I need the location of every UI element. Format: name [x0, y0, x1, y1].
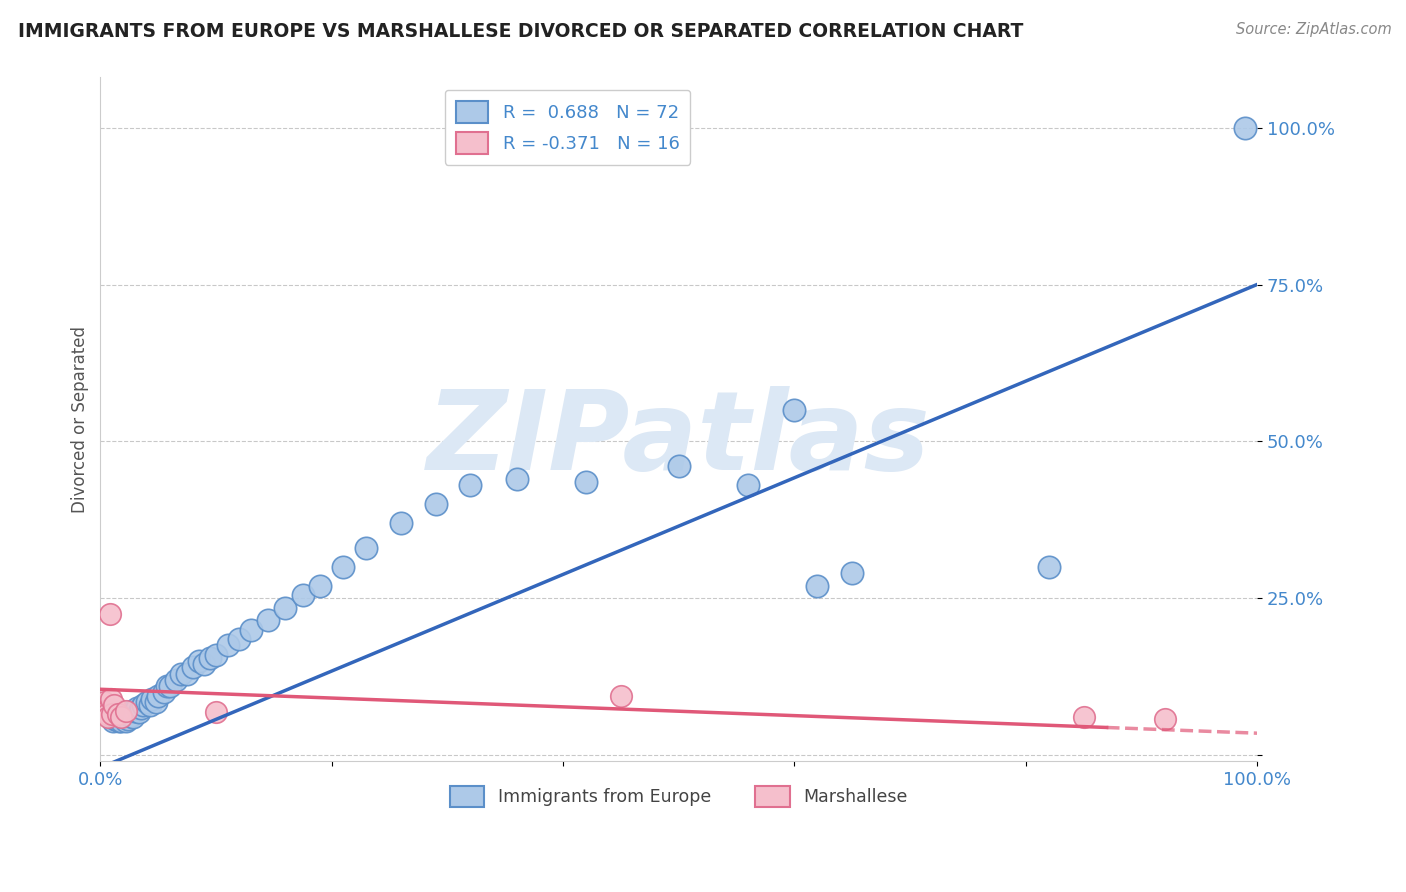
Point — [101, 703, 124, 717]
Point — [114, 707, 136, 722]
Point — [309, 579, 332, 593]
Point — [1234, 120, 1257, 135]
Point — [1153, 712, 1175, 726]
Point — [176, 666, 198, 681]
Point — [108, 712, 131, 726]
Point — [101, 707, 124, 722]
Point — [100, 710, 122, 724]
Point — [129, 701, 152, 715]
Point — [200, 651, 222, 665]
Point — [239, 623, 262, 637]
Point — [117, 712, 139, 726]
Point — [105, 712, 128, 726]
Point — [159, 679, 181, 693]
Point — [575, 475, 598, 490]
Point — [96, 707, 118, 722]
Text: IMMIGRANTS FROM EUROPE VS MARSHALLESE DIVORCED OR SEPARATED CORRELATION CHART: IMMIGRANTS FROM EUROPE VS MARSHALLESE DI… — [18, 22, 1024, 41]
Point — [1038, 560, 1060, 574]
Point — [737, 478, 759, 492]
Point — [110, 710, 132, 724]
Point — [187, 654, 209, 668]
Point — [193, 657, 215, 672]
Point — [98, 706, 121, 720]
Point — [94, 704, 117, 718]
Point — [389, 516, 412, 530]
Point — [97, 710, 120, 724]
Text: ZIPatlas: ZIPatlas — [427, 386, 931, 493]
Point — [205, 648, 228, 662]
Point — [108, 709, 131, 723]
Point — [93, 695, 115, 709]
Point — [783, 403, 806, 417]
Point — [668, 459, 690, 474]
Point — [101, 714, 124, 728]
Point — [103, 706, 125, 720]
Point — [104, 712, 127, 726]
Point — [124, 704, 146, 718]
Point — [108, 714, 131, 728]
Point — [111, 710, 134, 724]
Point — [112, 710, 135, 724]
Point — [135, 695, 157, 709]
Point — [332, 560, 354, 574]
Point — [101, 712, 124, 726]
Point — [127, 701, 149, 715]
Point — [148, 689, 170, 703]
Point — [156, 679, 179, 693]
Point — [506, 472, 529, 486]
Point — [460, 478, 482, 492]
Point — [841, 566, 863, 581]
Point — [100, 691, 122, 706]
Point — [103, 709, 125, 723]
Point — [110, 706, 132, 720]
Point — [356, 541, 378, 555]
Point — [806, 579, 828, 593]
Point — [98, 607, 121, 621]
Point — [118, 707, 141, 722]
Text: Source: ZipAtlas.com: Source: ZipAtlas.com — [1236, 22, 1392, 37]
Point — [128, 706, 150, 720]
Point — [121, 710, 143, 724]
Point — [94, 706, 117, 720]
Point — [145, 695, 167, 709]
Point — [103, 698, 125, 712]
Point — [94, 704, 117, 718]
Point — [97, 707, 120, 722]
Point — [425, 497, 447, 511]
Point — [107, 707, 129, 722]
Point — [139, 698, 162, 712]
Point — [141, 691, 163, 706]
Point — [228, 632, 250, 646]
Y-axis label: Divorced or Separated: Divorced or Separated — [72, 326, 89, 513]
Point — [107, 709, 129, 723]
Point — [115, 709, 138, 723]
Point — [110, 714, 132, 728]
Point — [274, 600, 297, 615]
Point — [114, 704, 136, 718]
Point — [153, 685, 176, 699]
Point — [120, 709, 142, 723]
Point — [114, 714, 136, 728]
Point — [217, 638, 239, 652]
Point — [165, 673, 187, 687]
Point — [170, 666, 193, 681]
Point — [132, 698, 155, 712]
Point — [257, 613, 280, 627]
Point — [181, 660, 204, 674]
Point — [107, 707, 129, 722]
Point — [610, 689, 633, 703]
Point — [121, 704, 143, 718]
Legend: Immigrants from Europe, Marshallese: Immigrants from Europe, Marshallese — [443, 780, 915, 814]
Point — [104, 707, 127, 722]
Point — [1073, 710, 1095, 724]
Point — [205, 706, 228, 720]
Point — [291, 588, 314, 602]
Point — [114, 706, 136, 720]
